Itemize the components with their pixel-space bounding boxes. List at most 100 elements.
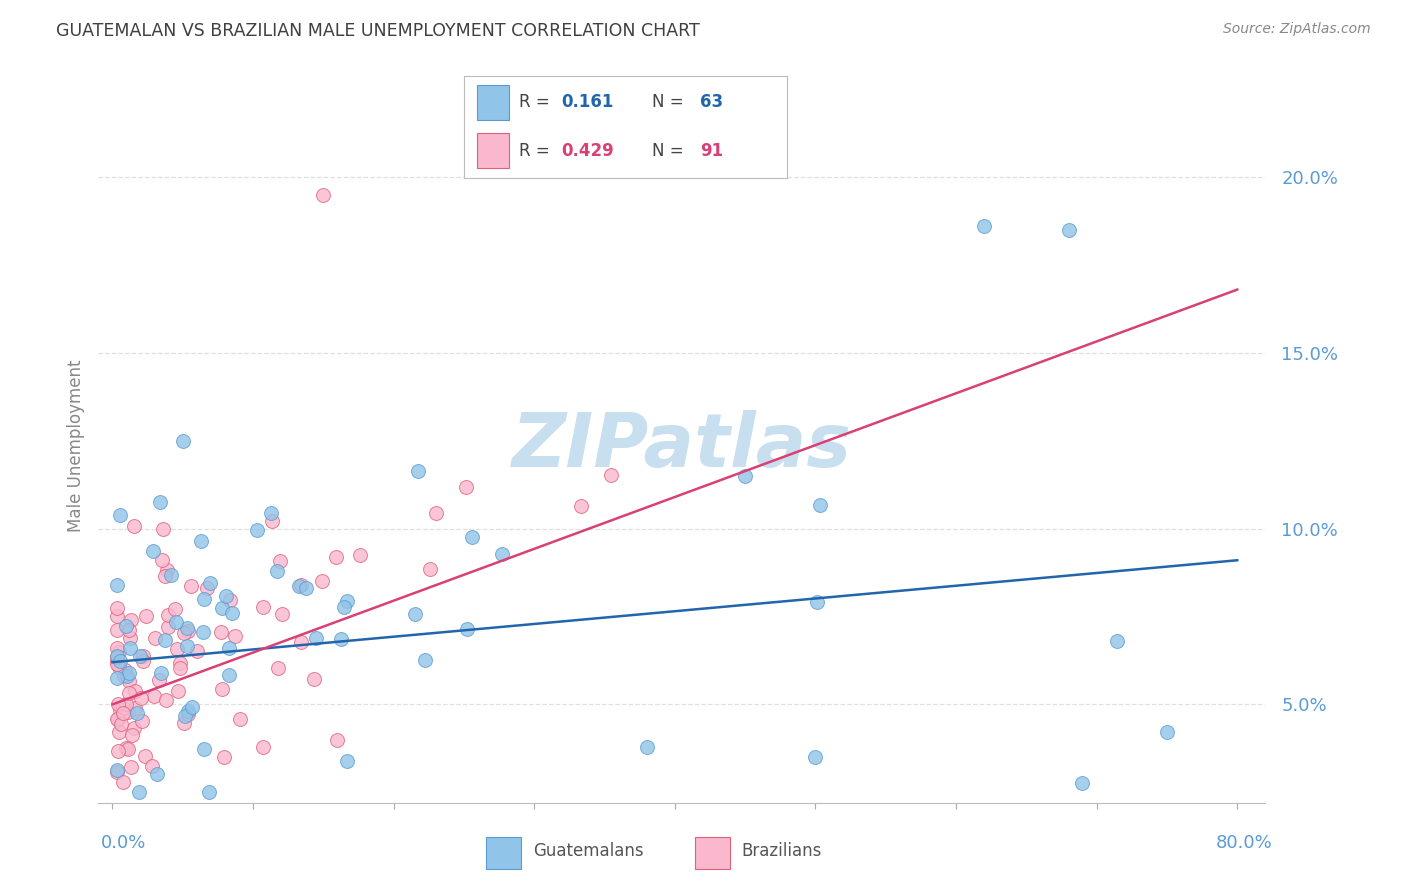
- Point: [122, 518, 145, 533]
- Point: [290, 634, 312, 648]
- Point: [105, 578, 128, 592]
- Point: [491, 548, 513, 562]
- Point: [157, 620, 180, 634]
- Point: [221, 606, 243, 620]
- Point: [425, 506, 447, 520]
- Point: [108, 659, 131, 673]
- Text: R =: R =: [519, 142, 555, 160]
- Point: [1156, 725, 1178, 739]
- Point: [295, 581, 318, 595]
- Point: [132, 654, 155, 668]
- Text: N =: N =: [651, 142, 689, 160]
- Point: [169, 656, 191, 670]
- Point: [118, 674, 141, 689]
- Point: [114, 741, 136, 756]
- Point: [117, 665, 139, 680]
- Point: [461, 530, 484, 544]
- Text: GUATEMALAN VS BRAZILIAN MALE UNEMPLOYMENT CORRELATION CHART: GUATEMALAN VS BRAZILIAN MALE UNEMPLOYMEN…: [56, 22, 700, 40]
- Point: [330, 632, 353, 646]
- Point: [120, 760, 142, 774]
- Point: [146, 767, 169, 781]
- Point: [177, 624, 200, 638]
- Point: [165, 615, 187, 629]
- Point: [260, 514, 283, 528]
- Point: [252, 599, 274, 614]
- Point: [153, 568, 176, 582]
- Text: 91: 91: [700, 142, 723, 160]
- Point: [166, 641, 188, 656]
- Point: [124, 684, 146, 698]
- Point: [165, 602, 187, 616]
- Point: [134, 749, 156, 764]
- Point: [267, 660, 290, 674]
- Point: [110, 508, 132, 523]
- Point: [1057, 223, 1080, 237]
- Point: [636, 739, 658, 754]
- Point: [198, 785, 221, 799]
- Y-axis label: Male Unemployment: Male Unemployment: [66, 359, 84, 533]
- Point: [112, 669, 135, 683]
- Point: [148, 673, 170, 688]
- Point: [456, 623, 478, 637]
- Point: [191, 624, 214, 639]
- Point: [129, 690, 152, 705]
- Point: [145, 631, 167, 645]
- Point: [105, 601, 128, 615]
- Point: [312, 187, 335, 202]
- Point: [246, 523, 269, 537]
- Point: [118, 623, 141, 637]
- Point: [404, 607, 426, 622]
- Point: [270, 607, 292, 621]
- Point: [311, 574, 333, 588]
- Point: [212, 750, 235, 764]
- Point: [198, 576, 221, 591]
- Point: [156, 563, 179, 577]
- Point: [325, 550, 347, 565]
- Point: [288, 579, 311, 593]
- Point: [333, 600, 356, 615]
- Point: [107, 697, 129, 711]
- Point: [105, 648, 128, 663]
- Point: [111, 706, 134, 721]
- Point: [336, 754, 359, 768]
- Point: [112, 701, 135, 715]
- Point: [127, 706, 149, 720]
- Point: [108, 645, 131, 659]
- Point: [180, 579, 202, 593]
- FancyBboxPatch shape: [486, 837, 522, 869]
- Point: [108, 724, 131, 739]
- Point: [176, 639, 198, 653]
- Point: [105, 623, 128, 637]
- Point: [180, 700, 202, 714]
- Point: [114, 619, 136, 633]
- Point: [169, 661, 191, 675]
- Point: [107, 712, 129, 726]
- Point: [120, 631, 142, 645]
- Point: [195, 581, 218, 595]
- Point: [152, 553, 174, 567]
- Point: [105, 654, 128, 668]
- Text: R =: R =: [519, 94, 555, 112]
- Text: ZIPatlas: ZIPatlas: [512, 409, 852, 483]
- FancyBboxPatch shape: [695, 837, 730, 869]
- Point: [186, 644, 208, 658]
- Point: [173, 716, 195, 731]
- Point: [406, 464, 429, 478]
- Point: [252, 739, 274, 754]
- Point: [115, 669, 138, 683]
- Point: [1105, 634, 1128, 648]
- Point: [172, 434, 194, 448]
- Point: [269, 554, 291, 568]
- Point: [157, 607, 180, 622]
- Point: [105, 764, 128, 779]
- Point: [215, 589, 238, 603]
- FancyBboxPatch shape: [477, 85, 509, 120]
- Point: [118, 686, 141, 700]
- Text: 63: 63: [700, 94, 723, 112]
- Point: [224, 629, 246, 643]
- Point: [124, 700, 146, 714]
- Point: [176, 704, 198, 718]
- Point: [117, 742, 139, 756]
- Point: [336, 594, 359, 608]
- Point: [266, 564, 288, 578]
